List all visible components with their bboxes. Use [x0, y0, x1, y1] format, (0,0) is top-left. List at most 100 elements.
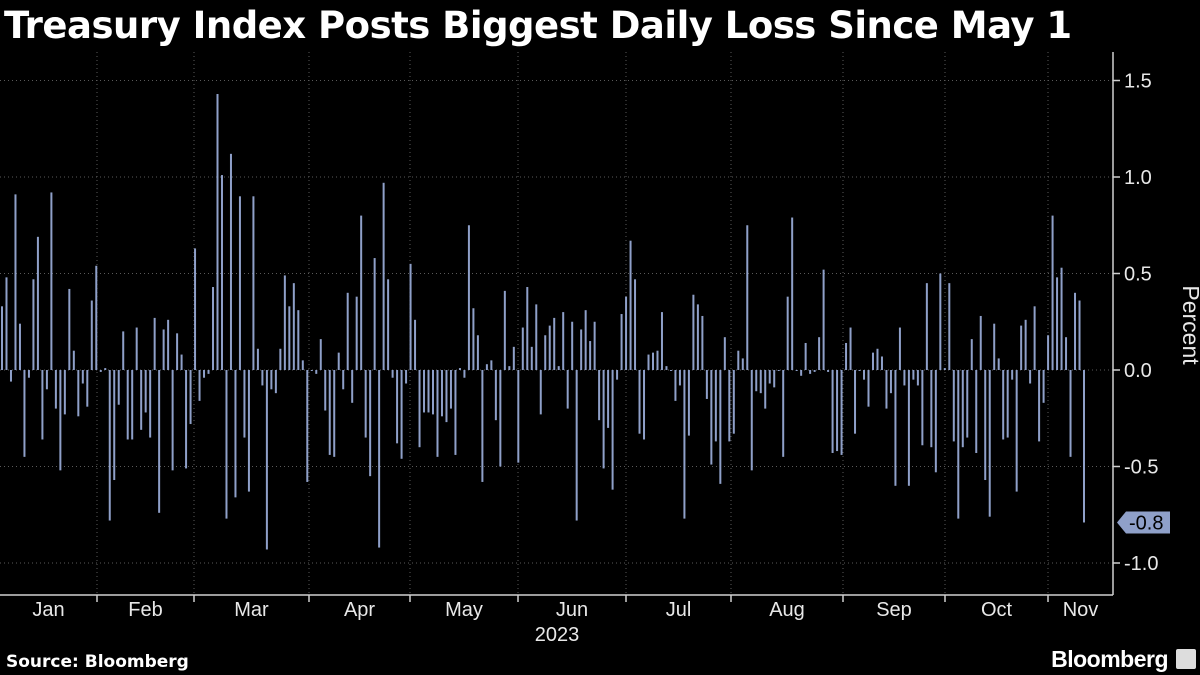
bar: [898, 327, 901, 370]
bar: [63, 370, 66, 415]
bar: [970, 339, 973, 370]
x-tick-label: May: [445, 599, 483, 621]
x-tick-label: Jan: [32, 599, 64, 621]
bar: [508, 366, 511, 370]
bar: [387, 279, 390, 370]
bar: [108, 370, 111, 521]
bar: [782, 370, 785, 457]
bar: [809, 370, 812, 374]
y-tick-label: -0.5: [1124, 457, 1158, 479]
bar: [126, 370, 129, 440]
bar: [652, 352, 654, 370]
bar: [822, 269, 825, 370]
bar: [131, 370, 134, 440]
bar: [463, 370, 466, 378]
bar: [836, 370, 839, 452]
bar: [458, 368, 461, 370]
x-tick-label: Jun: [556, 599, 588, 621]
bar: [553, 317, 556, 370]
bar: [804, 342, 807, 370]
bar: [23, 370, 26, 457]
bar: [521, 327, 524, 370]
bar: [557, 366, 560, 370]
bar: [925, 283, 928, 370]
bar: [301, 360, 304, 370]
bar: [993, 323, 996, 370]
bar: [382, 182, 385, 370]
bar: [1074, 292, 1077, 370]
bar: [252, 196, 255, 370]
bar: [454, 370, 457, 455]
bar: [104, 368, 107, 370]
bar: [1038, 370, 1041, 442]
bar: [14, 194, 17, 370]
bar: [32, 279, 35, 370]
bar: [1002, 370, 1005, 440]
bar: [544, 335, 547, 370]
y-tick-label: 0.0: [1124, 360, 1152, 382]
bar: [315, 370, 318, 374]
bar: [696, 304, 699, 370]
bar: [503, 290, 506, 370]
bar: [530, 346, 533, 370]
bar: [871, 352, 874, 370]
bar: [912, 370, 915, 380]
bar: [225, 370, 228, 519]
bar: [692, 294, 695, 370]
bar: [247, 370, 250, 492]
bar: [880, 356, 883, 370]
bar: [548, 325, 551, 370]
bar: [571, 321, 574, 370]
bar: [849, 327, 852, 370]
bar: [755, 370, 758, 392]
bar: [270, 370, 273, 390]
bar: [979, 315, 982, 370]
bar: [409, 263, 412, 370]
bar: [99, 370, 102, 372]
bar: [889, 370, 892, 394]
bar: [827, 370, 830, 372]
bar: [526, 287, 529, 370]
bar: [171, 370, 174, 471]
bar: [876, 348, 879, 370]
bar: [333, 370, 336, 457]
bar: [481, 370, 484, 482]
bar: [620, 314, 623, 370]
bar: [167, 319, 170, 370]
bar: [396, 370, 399, 444]
bar: [279, 348, 282, 370]
bar: [378, 370, 381, 548]
y-tick-label: 1.5: [1124, 71, 1152, 93]
bar: [373, 258, 376, 370]
bar: [961, 370, 964, 448]
bar: [261, 370, 264, 386]
bar: [95, 265, 98, 370]
grid-lines: [0, 52, 1113, 597]
x-tick-label: Aug: [769, 599, 805, 621]
bar: [220, 175, 223, 370]
y-axis-ticks: 1.5 1.0 0.5 0.0 -0.5 -1.0: [1113, 71, 1158, 575]
bar: [966, 370, 969, 438]
bar: [732, 370, 735, 434]
x-tick-label: Sep: [876, 599, 912, 621]
bar: [216, 94, 219, 370]
x-tick-label: Apr: [344, 599, 375, 621]
bar: [292, 283, 295, 370]
bar: [256, 348, 259, 370]
bar: [1069, 370, 1072, 457]
bar: [1060, 267, 1063, 370]
bar: [72, 350, 75, 370]
bar: [445, 370, 448, 423]
bar: [54, 370, 57, 409]
bar: [867, 370, 870, 407]
bar: [768, 370, 771, 384]
bar: [355, 296, 358, 370]
bar: [750, 370, 753, 471]
bar: [701, 315, 704, 370]
bar: [198, 370, 201, 401]
bar: [364, 370, 367, 438]
bar: [194, 248, 197, 370]
bar: [212, 287, 215, 370]
bar: [418, 370, 421, 448]
bar: [562, 312, 565, 370]
